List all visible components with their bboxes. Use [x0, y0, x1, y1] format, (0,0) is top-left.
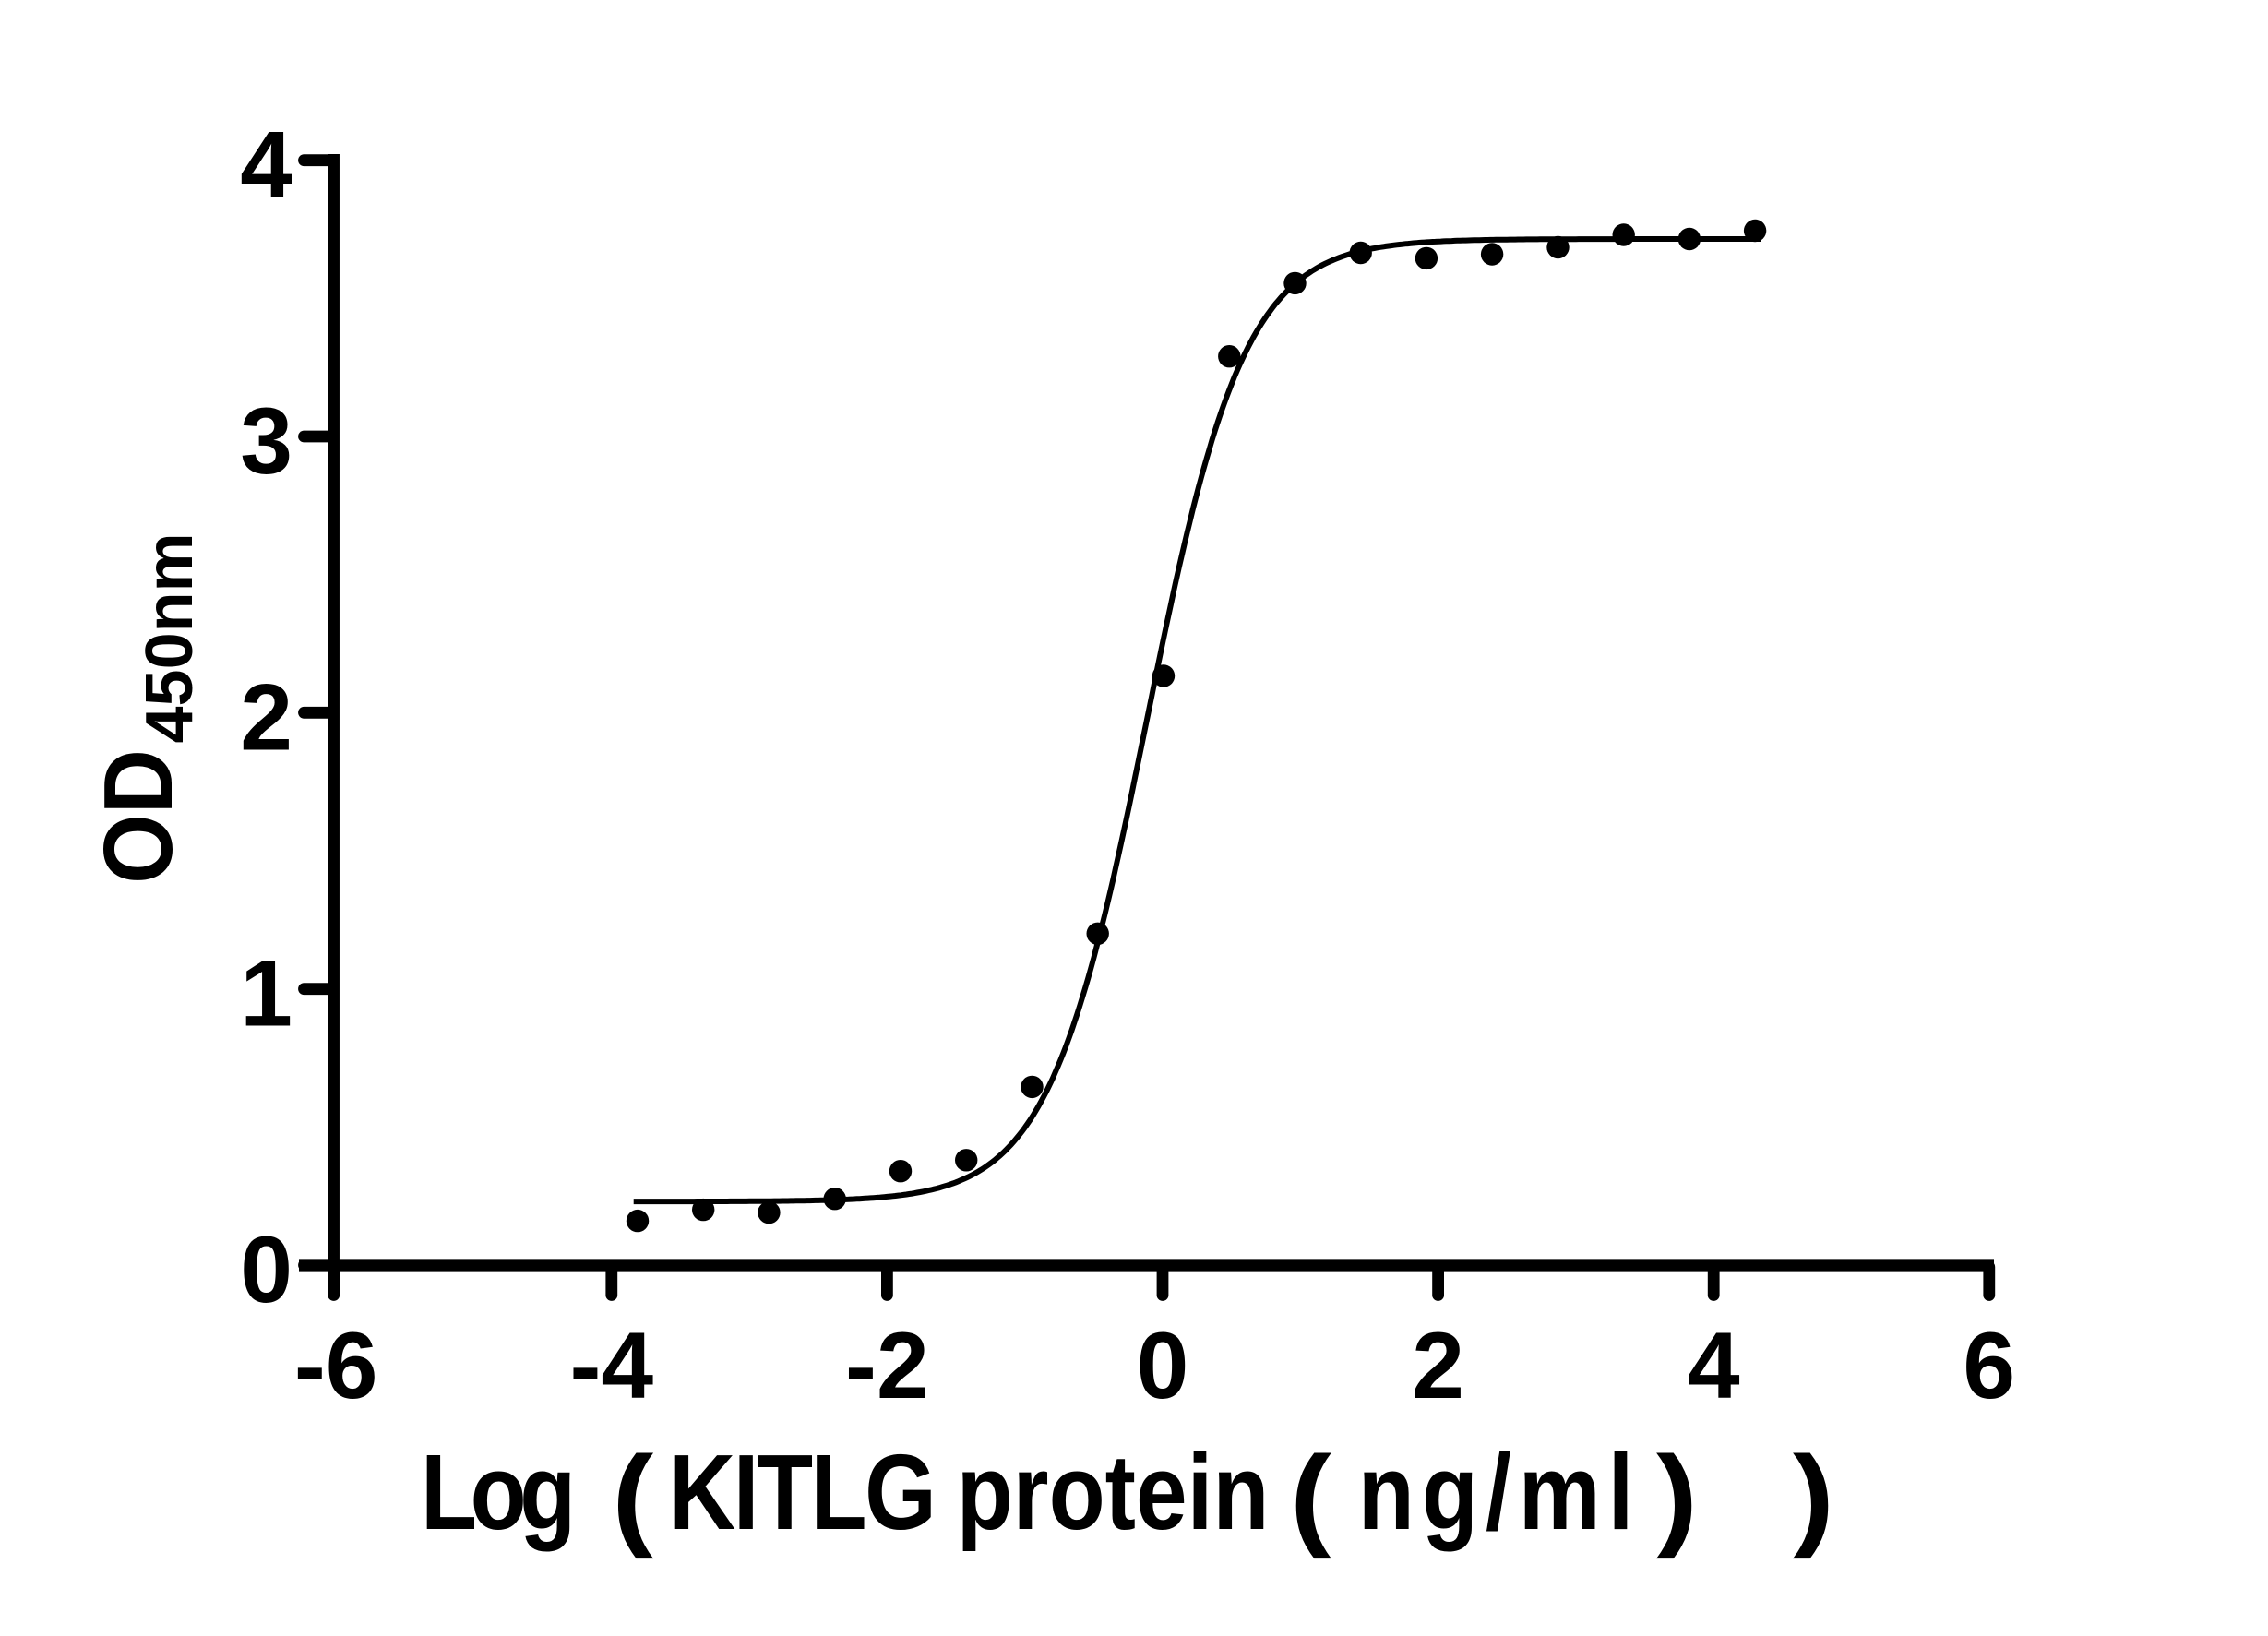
svg-text:protein: protein	[957, 1432, 1270, 1552]
svg-text:): )	[1793, 1433, 1834, 1559]
svg-text:6: 6	[1963, 1313, 2015, 1418]
svg-text:): )	[1656, 1433, 1698, 1559]
svg-text:0: 0	[240, 1217, 292, 1322]
svg-text:-6: -6	[294, 1313, 378, 1418]
svg-text:2: 2	[1412, 1313, 1464, 1418]
svg-text:2: 2	[240, 664, 292, 770]
svg-text:(: (	[1290, 1433, 1331, 1559]
svg-text:4: 4	[1688, 1313, 1740, 1418]
svg-text:450nm: 450nm	[133, 532, 207, 743]
svg-text:OD: OD	[83, 749, 193, 884]
svg-text:-4: -4	[569, 1313, 653, 1418]
svg-text:1: 1	[240, 941, 292, 1046]
svg-text:3: 3	[240, 388, 292, 494]
svg-text:4: 4	[240, 113, 292, 218]
svg-text:-2: -2	[845, 1313, 929, 1418]
svg-text:0: 0	[1137, 1313, 1189, 1418]
svg-text:ng/ml: ng/ml	[1358, 1432, 1641, 1552]
svg-text:Log: Log	[421, 1432, 570, 1552]
svg-text:(: (	[612, 1433, 653, 1559]
svg-text:KITLG: KITLG	[669, 1432, 934, 1552]
